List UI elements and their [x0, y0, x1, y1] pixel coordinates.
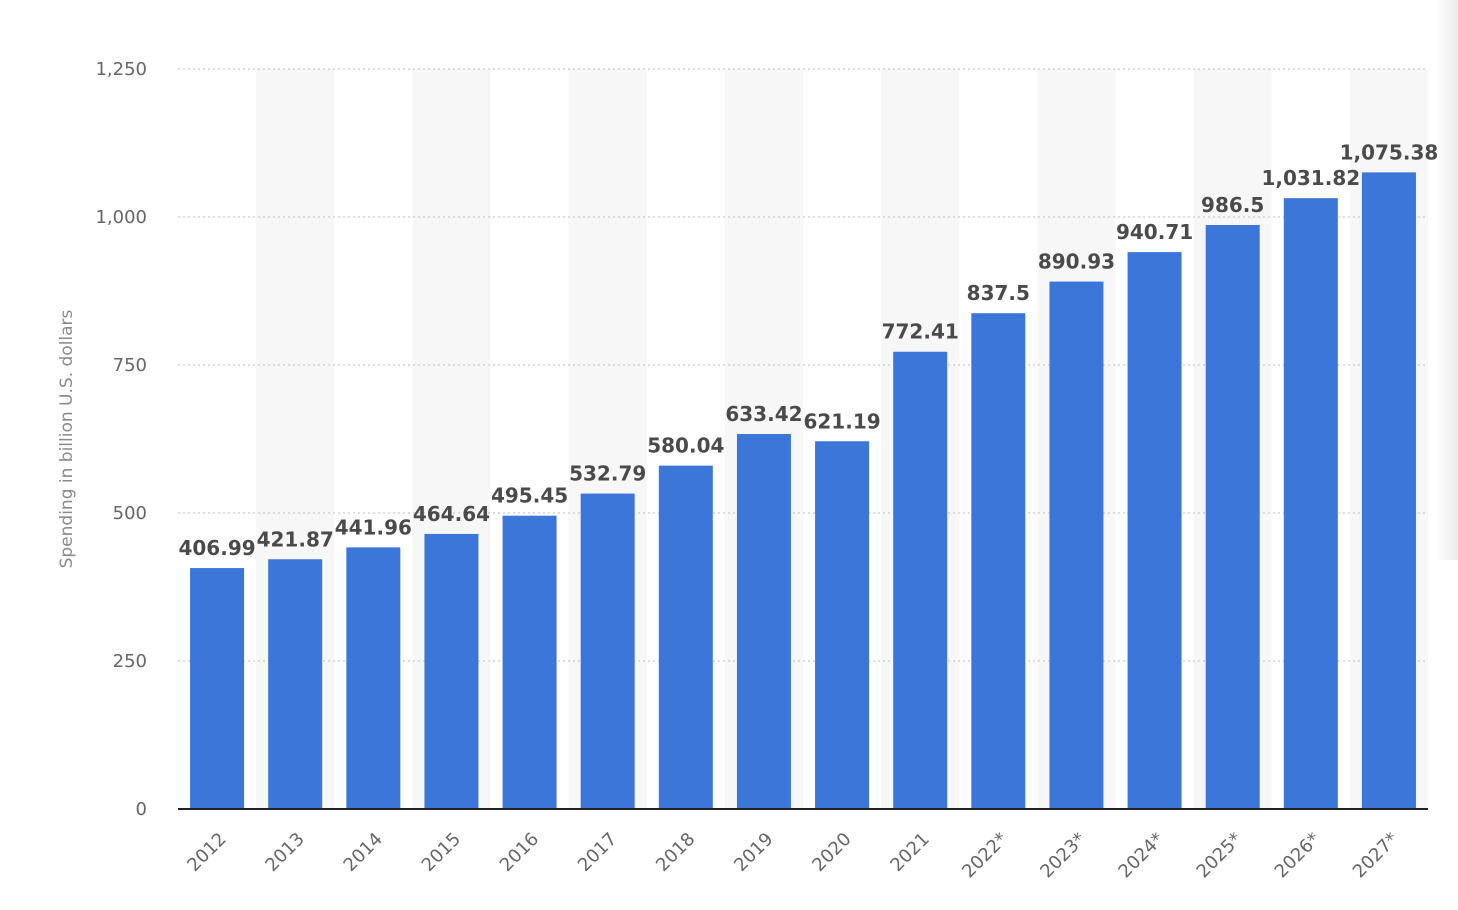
data-label: 621.19 — [803, 409, 880, 433]
bar — [1283, 198, 1338, 809]
data-label: 580.04 — [647, 434, 724, 458]
bar — [1205, 224, 1260, 809]
x-tick-label: 2026* — [1271, 829, 1325, 883]
y-tick-label: 1,250 — [95, 59, 147, 80]
x-axis-ticks: 2012 2013 2014 2015 2016 2017 2018 2019 2020 2021… — [183, 829, 1402, 883]
bar — [893, 351, 948, 809]
x-tick-label: 2024* — [1114, 829, 1168, 883]
data-label: 495.45 — [491, 484, 568, 508]
bar — [815, 441, 870, 809]
bar — [971, 313, 1026, 809]
bar — [190, 568, 245, 809]
data-label: 772.41 — [882, 320, 959, 344]
data-label: 940.71 — [1116, 220, 1193, 244]
y-tick-label: 500 — [113, 503, 147, 524]
bar — [580, 493, 635, 809]
bars — [190, 172, 1416, 810]
bar — [1127, 252, 1182, 810]
x-tick-label: 2020 — [808, 829, 855, 876]
data-label: 633.42 — [725, 402, 802, 426]
data-label: 532.79 — [569, 462, 646, 486]
data-labels: 406.99 421.87 441.96464.64495.45532.79580.… — [178, 140, 1438, 560]
data-label: 421.87 — [257, 527, 334, 551]
x-tick-label: 2017 — [574, 829, 621, 876]
bar — [658, 465, 713, 809]
data-label: 986.5 — [1201, 193, 1264, 217]
y-tick-label: 0 — [136, 799, 147, 820]
x-tick-label: 2025* — [1193, 829, 1247, 883]
bar — [346, 547, 401, 809]
bar — [1361, 172, 1416, 809]
bar — [736, 434, 791, 809]
bar — [1049, 281, 1104, 809]
x-tick-label: 2022* — [958, 829, 1012, 883]
y-tick-label: 750 — [113, 355, 147, 376]
bar — [268, 559, 323, 809]
y-tick-label: 250 — [113, 651, 147, 672]
bar — [502, 515, 557, 809]
x-tick-label: 2027* — [1349, 829, 1403, 883]
x-tick-label: 2014 — [340, 829, 387, 876]
data-label: 1,031.82 — [1261, 166, 1360, 190]
x-tick-label: 2021 — [886, 829, 933, 876]
edge-shade — [1436, 0, 1458, 560]
x-tick-label: 2015 — [418, 829, 465, 876]
x-tick-label: 2012 — [183, 829, 230, 876]
data-label: 464.64 — [413, 502, 490, 526]
data-label: 890.93 — [1038, 250, 1115, 274]
data-label: 837.5 — [967, 281, 1030, 305]
x-tick-label: 2018 — [652, 829, 699, 876]
data-label: 1,075.38 — [1340, 140, 1439, 164]
y-tick-label: 1,000 — [95, 207, 147, 228]
bar — [424, 533, 479, 809]
y-axis-label: Spending in billion U.S. dollars — [57, 309, 77, 568]
x-tick-label: 2016 — [496, 829, 543, 876]
data-label: 441.96 — [335, 515, 412, 539]
data-label: 406.99 — [178, 536, 255, 560]
x-tick-label: 2023* — [1036, 829, 1090, 883]
x-tick-label: 2013 — [261, 829, 308, 876]
x-tick-label: 2019 — [730, 829, 777, 876]
y-axis-ticks: 0 250 500 750 1,000 1,250 — [95, 59, 147, 820]
